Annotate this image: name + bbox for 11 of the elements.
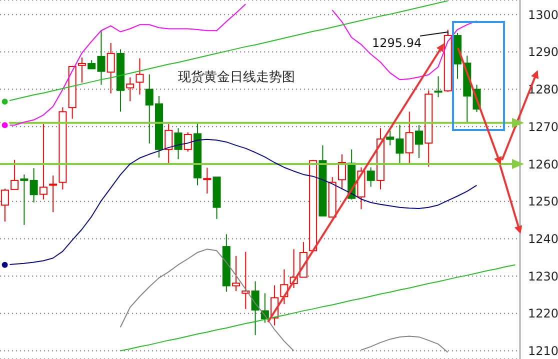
y-tick-label: 1270: [528, 120, 558, 134]
y-tick-label: 1210: [528, 344, 558, 358]
y-tick-label: 1220: [528, 306, 558, 321]
y-tick-label: 1230: [528, 269, 558, 284]
text: 现货黄金日线走势图: [178, 69, 295, 86]
y-tick-label: 1290: [528, 45, 558, 60]
annotation: 1295.94: [372, 36, 422, 50]
y-tick-label: 1250: [528, 194, 558, 209]
y-tick-label: 1240: [528, 232, 558, 246]
y-tick-label: 1300: [528, 8, 558, 22]
y-tick-label: 1260: [528, 157, 558, 172]
